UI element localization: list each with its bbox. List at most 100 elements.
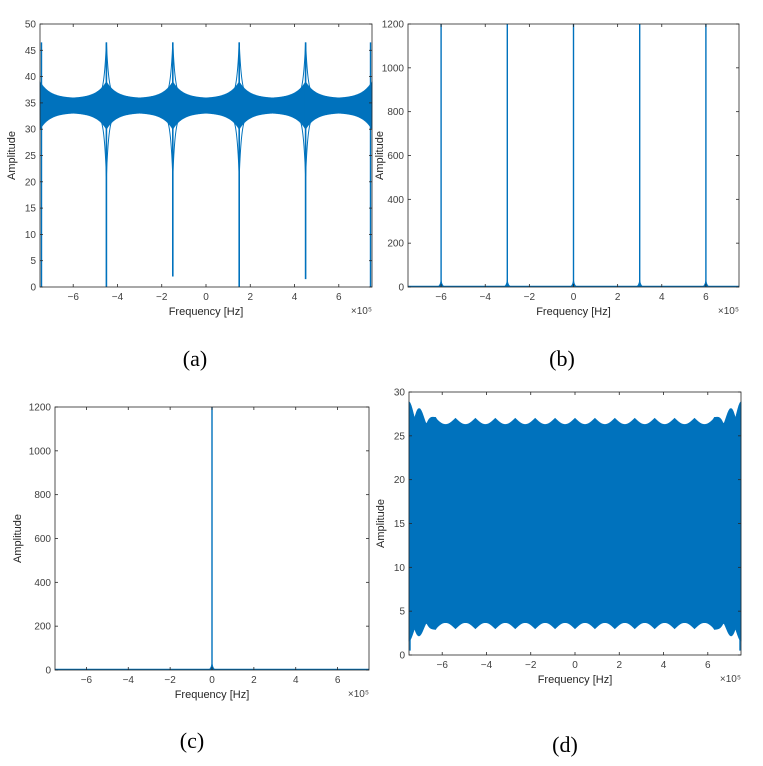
xtick-label-b-6: 6	[703, 292, 709, 303]
spike-base-c-0	[208, 656, 216, 670]
xtick-label-c-1: −4	[123, 675, 135, 686]
ytick-label-b-0: 0	[398, 283, 404, 294]
ylabel-a: Amplitude	[6, 131, 18, 180]
ytick-label-a-8: 40	[25, 72, 37, 83]
xtick-label-a-4: 2	[247, 292, 253, 303]
caption-b: (b)	[549, 346, 575, 371]
ytick-label-d-2: 10	[394, 563, 406, 574]
peak-a-cusp-1	[162, 42, 184, 98]
ytick-label-b-3: 600	[387, 151, 404, 162]
ytick-label-c-3: 600	[34, 534, 51, 545]
ytick-label-c-1: 200	[34, 622, 51, 633]
series-c	[55, 407, 369, 670]
series-d	[408, 400, 742, 651]
chart-panel-d: −6 −4 −2 0 2 4 6 0 5 10 15 20 25 30 Frequency [Hz] Ampl…	[375, 388, 742, 686]
spike-base-b-0	[437, 273, 446, 287]
ytick-label-d-1: 5	[399, 607, 405, 618]
ylabel-c: Amplitude	[12, 514, 24, 563]
caption-c: (c)	[180, 728, 204, 753]
axes-box-a	[39, 23, 373, 288]
xtick-label-a-5: 4	[292, 292, 298, 303]
xtick-label-a-2: −2	[156, 292, 168, 303]
xtick-label-d-6: 6	[705, 660, 711, 671]
xtick-label-a-1: −4	[112, 292, 124, 303]
xtick-label-b-5: 4	[659, 292, 665, 303]
spike-base-b-3	[635, 273, 644, 287]
ytick-label-d-6: 30	[394, 388, 406, 399]
ytick-label-b-4: 800	[387, 107, 404, 118]
x-exponent-b: ×10⁵	[718, 306, 739, 317]
xtick-label-d-0: −6	[436, 660, 448, 671]
xlabel-b: Frequency [Hz]	[536, 306, 611, 318]
xtick-label-a-6: 6	[336, 292, 342, 303]
ytick-label-a-0: 0	[30, 283, 36, 294]
chart-panel-c: −6 −4 −2 0 2 4 6 0 200 400 600 800 1000 1200 Frequency…	[12, 403, 370, 701]
ytick-label-a-7: 35	[25, 98, 37, 109]
ytick-label-a-3: 15	[25, 204, 37, 215]
signal-band-a	[39, 81, 373, 130]
spike-base-b-1	[503, 273, 512, 287]
x-exponent-d: ×10⁵	[720, 674, 741, 685]
ytick-label-a-9: 45	[25, 46, 37, 57]
ytick-label-b-2: 400	[387, 195, 404, 206]
xtick-label-c-2: −2	[164, 675, 176, 686]
ytick-label-c-4: 800	[34, 490, 51, 501]
peak-a-cusp-3	[294, 42, 317, 98]
xtick-label-c-3: 0	[209, 675, 215, 686]
peak-a-cusp-low-2	[228, 113, 250, 177]
x-exponent-c: ×10⁵	[348, 689, 369, 700]
ytick-label-c-5: 1000	[29, 446, 52, 457]
caption-a: (a)	[183, 346, 207, 371]
xtick-label-d-1: −4	[481, 660, 493, 671]
xtick-label-c-0: −6	[81, 675, 93, 686]
xtick-label-c-5: 4	[293, 675, 299, 686]
ylabel-d: Amplitude	[375, 499, 387, 548]
xtick-label-b-0: −6	[435, 292, 447, 303]
ytick-label-b-5: 1000	[382, 63, 405, 74]
ylabel-b: Amplitude	[374, 131, 386, 180]
ytick-label-a-6: 30	[25, 125, 37, 136]
peak-a-cusp-low-3	[294, 113, 317, 177]
xtick-label-d-3: 0	[572, 660, 578, 671]
series-a	[39, 42, 373, 287]
peak-a-cusp-0	[95, 42, 118, 98]
ytick-label-a-4: 20	[25, 177, 37, 188]
peak-a-cusp-low-0	[95, 113, 118, 177]
xtick-label-a-0: −6	[67, 292, 79, 303]
ytick-label-d-0: 0	[399, 651, 405, 662]
ytick-label-c-2: 400	[34, 578, 51, 589]
ytick-label-b-1: 200	[387, 239, 404, 250]
peak-a-cusp-low-1	[162, 113, 184, 177]
xtick-label-d-4: 2	[616, 660, 622, 671]
spike-base-b-4	[701, 273, 710, 287]
ytick-label-c-0: 0	[45, 666, 51, 677]
xtick-label-b-3: 0	[571, 292, 577, 303]
xlabel-d: Frequency [Hz]	[538, 674, 613, 686]
dense-signal-d	[408, 400, 742, 642]
ytick-label-d-5: 25	[394, 431, 406, 442]
ytick-label-a-10: 50	[25, 20, 37, 31]
xlabel-c: Frequency [Hz]	[175, 689, 250, 701]
ytick-label-b-6: 1200	[382, 20, 405, 31]
caption-d: (d)	[552, 732, 578, 757]
ytick-label-a-5: 25	[25, 151, 37, 162]
xtick-label-a-3: 0	[203, 292, 209, 303]
series-b	[408, 24, 739, 287]
xtick-label-c-6: 6	[335, 675, 341, 686]
xtick-label-c-4: 2	[251, 675, 257, 686]
xtick-label-b-1: −4	[480, 292, 492, 303]
ytick-label-a-2: 10	[25, 230, 37, 241]
xtick-label-b-4: 2	[615, 292, 621, 303]
x-exponent-a: ×10⁵	[351, 306, 372, 317]
spike-base-b-2	[569, 273, 578, 287]
xtick-label-b-2: −2	[524, 292, 536, 303]
ytick-label-c-6: 1200	[29, 403, 52, 414]
xlabel-a: Frequency [Hz]	[169, 306, 244, 318]
xtick-label-d-2: −2	[525, 660, 537, 671]
ytick-label-d-3: 15	[394, 519, 406, 530]
peak-a-cusp-2	[228, 42, 250, 98]
chart-panel-b: −6 −4 −2 0 2 4 6 0 200 400 600 800 1000 1200 Frequency…	[374, 20, 740, 318]
ytick-label-d-4: 20	[394, 475, 406, 486]
chart-panel-a: −6 −4 −2 0 2 4 6 0 5 10 15 20 25 30 35 40 45 50 Frequency …	[6, 20, 373, 318]
